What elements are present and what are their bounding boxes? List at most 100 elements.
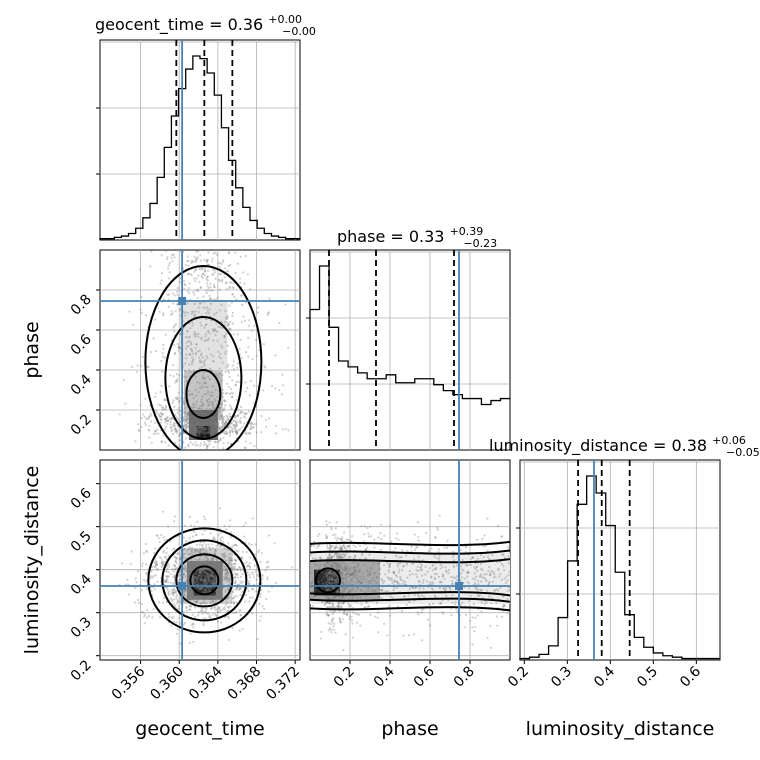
sample-point — [336, 554, 339, 557]
sample-point — [212, 536, 216, 539]
sample-point — [420, 568, 424, 572]
sample-point — [176, 396, 179, 399]
sample-point — [189, 416, 192, 420]
sample-point — [424, 565, 427, 568]
sample-point — [168, 565, 171, 568]
sample-point — [326, 575, 329, 578]
truth-marker — [178, 582, 187, 591]
sample-point — [220, 402, 223, 406]
sample-point — [346, 544, 349, 548]
sample-point — [164, 539, 167, 542]
sample-point — [217, 572, 221, 575]
sample-point — [380, 538, 383, 541]
sample-point — [264, 418, 267, 421]
sample-point — [210, 558, 213, 562]
sample-point — [172, 594, 175, 597]
sample-point — [200, 412, 203, 416]
sample-point — [339, 563, 342, 566]
sample-point — [193, 432, 196, 436]
sample-point — [244, 432, 248, 436]
sample-point — [194, 335, 197, 339]
sample-point — [466, 563, 469, 567]
sample-point — [149, 265, 152, 268]
sample-point — [349, 555, 352, 559]
sample-point — [336, 536, 340, 540]
sample-point — [160, 406, 164, 409]
sample-point — [173, 588, 176, 592]
sample-point — [370, 567, 373, 570]
sample-point — [208, 332, 211, 335]
sample-point — [230, 563, 233, 566]
sample-point — [220, 567, 223, 570]
sample-point — [469, 594, 472, 597]
sample-point — [209, 548, 212, 552]
sample-point — [507, 573, 510, 577]
sample-point — [271, 384, 274, 388]
sample-point — [206, 557, 209, 560]
sample-point — [425, 531, 428, 535]
sample-point — [336, 576, 339, 579]
sample-point — [184, 263, 187, 266]
sample-point — [203, 441, 206, 444]
sample-point — [209, 353, 212, 356]
sample-point — [377, 562, 380, 566]
sample-point — [351, 560, 354, 564]
sample-point — [200, 426, 203, 429]
sample-point — [182, 568, 186, 571]
sample-point — [235, 432, 238, 435]
sample-point — [214, 593, 217, 597]
sample-point — [218, 406, 221, 409]
sample-point — [345, 564, 348, 568]
sample-point — [198, 569, 201, 573]
sample-point — [327, 614, 330, 617]
sample-point — [195, 543, 199, 546]
sample-point — [216, 421, 220, 425]
sample-point — [332, 582, 336, 585]
sample-point — [192, 409, 196, 412]
sample-point — [195, 394, 198, 397]
sample-point — [236, 262, 240, 265]
sample-point — [220, 592, 223, 595]
sample-point — [499, 572, 502, 576]
sample-point — [261, 389, 265, 392]
sample-point — [218, 581, 221, 584]
sample-point — [228, 430, 231, 433]
sample-point — [340, 547, 343, 550]
contour-line — [164, 316, 243, 440]
sample-point — [338, 605, 341, 608]
sample-point — [187, 336, 190, 339]
sample-point — [368, 572, 371, 575]
sample-point — [235, 601, 238, 604]
sample-point — [388, 565, 391, 569]
sample-point — [328, 576, 332, 579]
sample-point — [201, 430, 204, 433]
sample-point — [190, 431, 193, 434]
sample-point — [160, 384, 163, 387]
sample-point — [197, 274, 200, 277]
sample-point — [235, 398, 238, 402]
sample-point — [187, 259, 190, 263]
sample-point — [210, 417, 214, 420]
sample-point — [154, 318, 157, 321]
sample-point — [473, 581, 477, 585]
sample-point — [335, 591, 339, 594]
sample-point — [338, 565, 342, 568]
sample-point — [195, 580, 199, 583]
sample-point — [204, 385, 207, 389]
sample-point — [380, 577, 383, 581]
sample-point — [496, 624, 499, 627]
sample-point — [326, 562, 329, 565]
sample-point — [212, 339, 215, 342]
sample-point — [201, 421, 205, 424]
sample-point — [164, 580, 167, 584]
sample-point — [194, 420, 198, 424]
panel-distance-hist — [519, 459, 721, 661]
sample-point — [370, 579, 373, 582]
sample-point — [278, 388, 281, 392]
sample-point — [354, 554, 357, 558]
sample-point — [226, 416, 229, 419]
sample-point — [173, 588, 176, 591]
sample-point — [333, 563, 336, 566]
sample-point — [226, 365, 229, 368]
sample-point — [427, 549, 430, 553]
